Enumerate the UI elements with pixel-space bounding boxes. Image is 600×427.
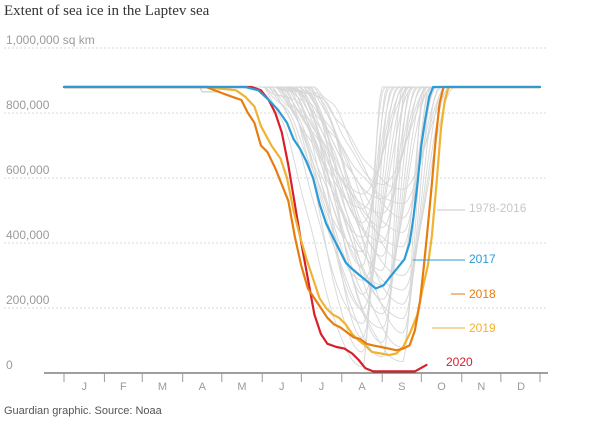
background-year-line — [64, 86, 539, 310]
month-label: A — [358, 381, 366, 393]
chart-title: Extent of sea ice in the Laptev sea — [4, 3, 210, 19]
series-label-s2018: 2018 — [469, 287, 496, 301]
series-line-2017 — [62, 85, 542, 290]
y-tick-label: 200,000 — [6, 293, 50, 307]
series-label-s2017: 2017 — [469, 252, 496, 266]
series-line-2019 — [62, 85, 542, 357]
y-tick-label: 400,000 — [6, 228, 50, 242]
series-label-background: 1978-2016 — [469, 201, 527, 215]
month-label: S — [398, 381, 405, 393]
y-tick-label: 600,000 — [6, 163, 50, 177]
background-year-line — [64, 86, 539, 243]
background-year-line — [64, 86, 539, 233]
month-label: J — [279, 381, 285, 393]
month-label: A — [199, 381, 207, 393]
series-label-s2019: 2019 — [469, 321, 496, 335]
month-label: O — [437, 381, 446, 393]
series-label-s2020: 2020 — [446, 355, 473, 369]
background-year-line — [64, 86, 539, 315]
month-label: J — [81, 381, 87, 393]
background-year-line — [64, 86, 539, 305]
month-label: F — [120, 381, 127, 393]
month-label: M — [237, 381, 246, 393]
y-tick-label: 0 — [6, 358, 13, 372]
month-label: J — [319, 381, 325, 393]
month-label: M — [158, 381, 167, 393]
background-year-line — [64, 86, 539, 344]
series-line-2018 — [62, 85, 542, 352]
y-axis-unit-label: 1,000,000 sq km — [6, 33, 95, 47]
background-year-line — [64, 86, 539, 320]
month-label: D — [517, 381, 525, 393]
y-tick-label: 800,000 — [6, 98, 50, 112]
source-credit: Guardian graphic. Source: Noaa — [4, 405, 162, 417]
background-year-line — [64, 86, 539, 339]
month-label: N — [477, 381, 485, 393]
